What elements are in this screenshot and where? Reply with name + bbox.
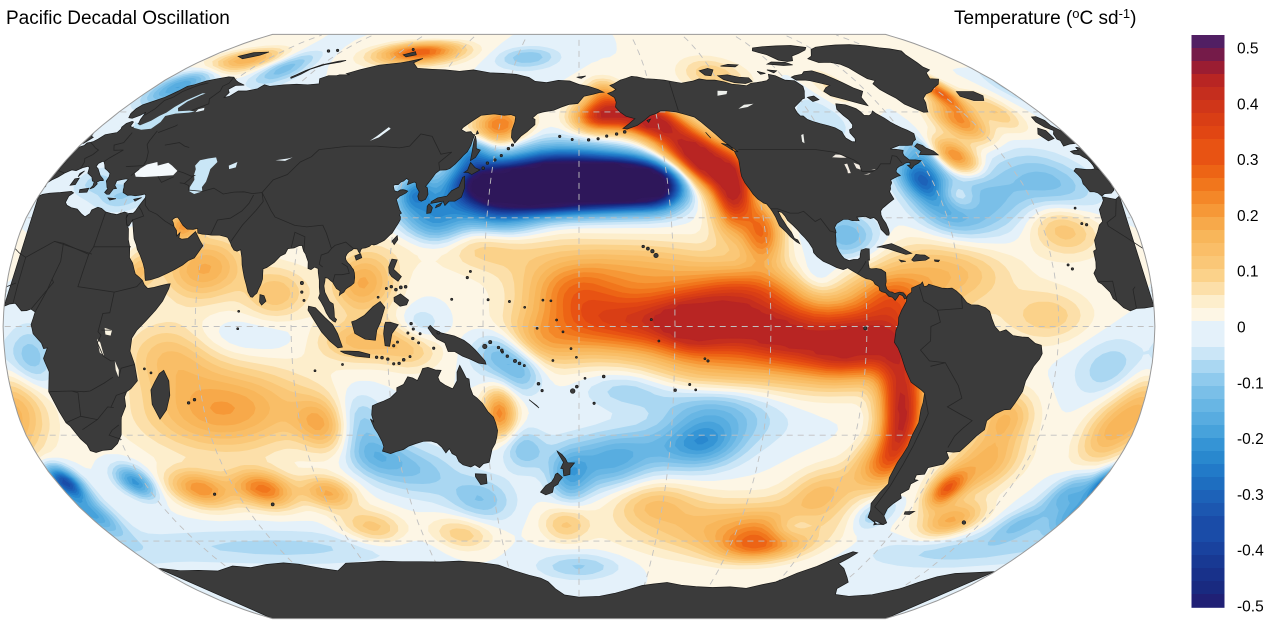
- svg-text:0.1: 0.1: [1237, 264, 1259, 281]
- svg-text:-0.2: -0.2: [1237, 431, 1264, 448]
- svg-text:-0.4: -0.4: [1237, 543, 1264, 560]
- svg-text:0: 0: [1237, 320, 1246, 337]
- svg-text:0.4: 0.4: [1237, 96, 1259, 113]
- svg-text:Temperature (oC sd-1): Temperature (oC sd-1): [954, 6, 1136, 29]
- svg-text:0.5: 0.5: [1237, 41, 1259, 58]
- svg-text:-0.5: -0.5: [1237, 599, 1264, 616]
- svg-text:-0.3: -0.3: [1237, 487, 1264, 504]
- svg-text:Pacific Decadal Oscillation: Pacific Decadal Oscillation: [6, 8, 230, 29]
- svg-text:0.2: 0.2: [1237, 208, 1259, 225]
- svg-text:-0.1: -0.1: [1237, 375, 1264, 392]
- svg-text:0.3: 0.3: [1237, 152, 1259, 169]
